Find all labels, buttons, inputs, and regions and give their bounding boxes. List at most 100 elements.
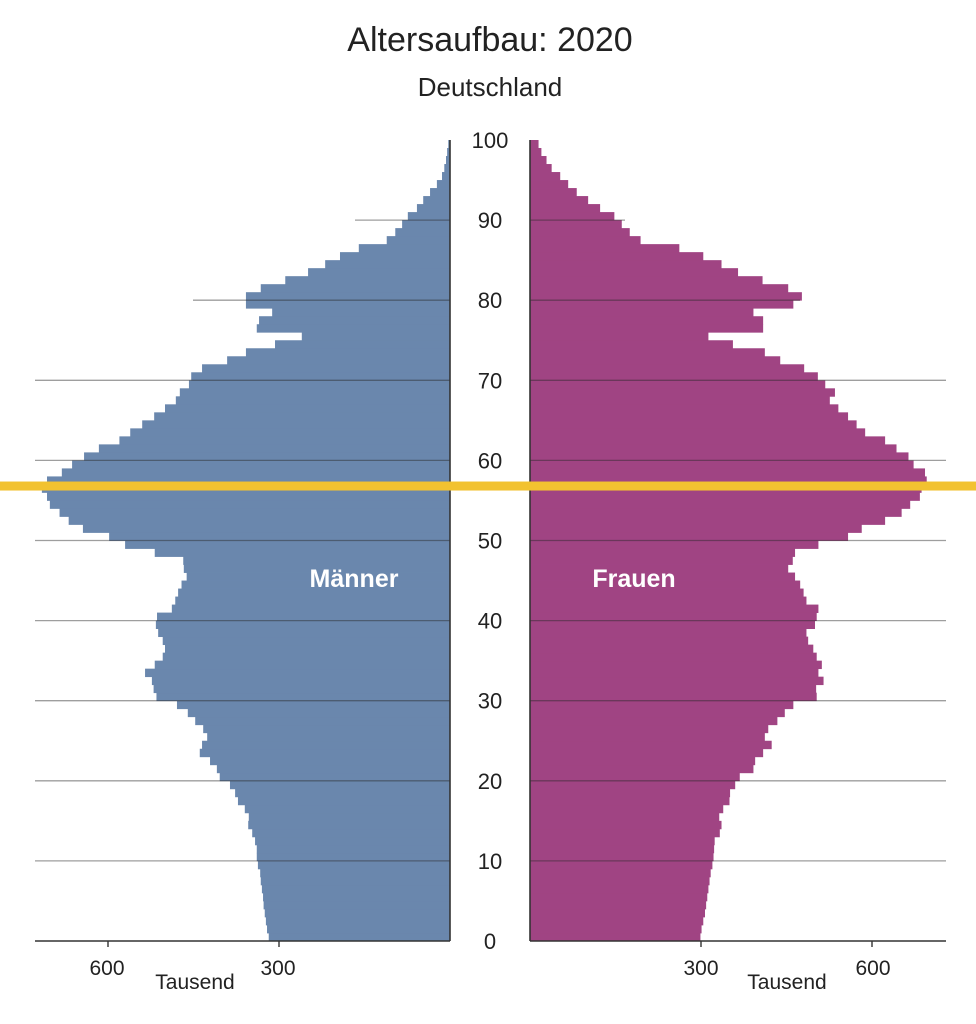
- age-tick-0: 0: [484, 929, 496, 954]
- bar-women-age-86: [530, 244, 680, 253]
- age-tick-50: 50: [478, 529, 502, 554]
- age-tick-20: 20: [478, 769, 502, 794]
- bar-women-age-17: [530, 796, 730, 806]
- bar-men-age-91: [416, 204, 450, 213]
- bar-men-age-90: [407, 212, 450, 221]
- bar-women-age-16: [530, 804, 724, 814]
- bar-men-age-14: [248, 820, 450, 830]
- bar-men-age-49: [125, 540, 450, 549]
- bar-men-age-41: [171, 604, 450, 613]
- bar-women-age-82: [530, 276, 763, 285]
- bar-women-age-3: [530, 908, 705, 918]
- bar-women-age-73: [530, 348, 765, 357]
- bar-men-age-94: [436, 180, 450, 189]
- bar-women-age-47: [530, 556, 793, 565]
- bar-men-age-19: [229, 780, 450, 790]
- bar-men-age-22: [210, 756, 450, 766]
- bar-men-age-57: [47, 476, 450, 485]
- bar-women-age-7: [530, 876, 710, 886]
- bar-men-age-77: [259, 316, 450, 325]
- bar-men-age-9: [257, 860, 450, 870]
- bar-men-age-23: [199, 748, 450, 758]
- bar-men-age-64: [142, 420, 450, 429]
- bar-women-age-74: [530, 340, 733, 349]
- bar-women-age-61: [530, 444, 897, 453]
- bar-women-age-9: [530, 860, 713, 870]
- bar-men-age-65: [154, 412, 451, 421]
- bar-women-age-83: [530, 268, 739, 277]
- bar-men-age-2: [265, 916, 450, 926]
- bar-women-age-12: [530, 836, 715, 846]
- bar-men-age-27: [195, 716, 450, 726]
- bar-men-age-60: [84, 452, 450, 461]
- bar-women-age-91: [530, 204, 601, 213]
- bar-men-age-17: [237, 796, 450, 806]
- age-tick-labels: 0 10 20 30 40 50 60 70 80 90 100: [472, 128, 509, 954]
- bar-women-age-24: [530, 740, 772, 750]
- bar-women-age-75: [530, 332, 709, 341]
- bar-men-age-62: [119, 436, 451, 445]
- bar-men-age-18: [235, 788, 450, 798]
- bar-women-age-28: [530, 708, 785, 718]
- bar-women-age-53: [530, 508, 902, 517]
- bar-men-age-20: [219, 772, 450, 782]
- male-bars: [41, 140, 451, 942]
- bar-men-age-46: [183, 564, 450, 573]
- bar-women-age-30: [530, 692, 817, 702]
- x-tick-left-600: 600: [89, 957, 124, 980]
- bar-men-age-58: [61, 468, 450, 477]
- bar-men-age-93: [430, 188, 450, 197]
- bar-women-age-20: [530, 772, 740, 782]
- bar-women-age-22: [530, 756, 756, 766]
- bar-men-age-84: [325, 260, 450, 269]
- bar-women-age-46: [530, 564, 789, 573]
- age-tick-60: 60: [478, 448, 502, 473]
- bar-women-age-69: [530, 380, 826, 389]
- bar-men-age-70: [191, 372, 450, 381]
- bar-women-age-27: [530, 716, 778, 726]
- bar-women-age-50: [530, 532, 849, 541]
- bar-women-age-2: [530, 916, 704, 926]
- bar-men-age-80: [245, 292, 450, 301]
- bar-women-age-99: [530, 140, 539, 149]
- bar-men-age-44: [181, 580, 450, 589]
- bar-men-age-6: [261, 884, 450, 894]
- bar-women-age-42: [530, 596, 807, 605]
- bar-men-age-3: [264, 908, 450, 918]
- bar-men-age-76: [256, 324, 450, 333]
- bar-women-age-48: [530, 548, 796, 557]
- bar-women-age-10: [530, 852, 714, 862]
- gridlines-overlay: [35, 219, 946, 862]
- bar-men-age-16: [244, 804, 450, 814]
- bar-men-age-98: [447, 148, 450, 157]
- bar-women-age-52: [530, 516, 886, 525]
- bar-men-age-43: [178, 588, 451, 597]
- bar-men-age-0: [268, 932, 450, 942]
- bar-men-age-50: [109, 532, 450, 541]
- bar-men-age-75: [301, 332, 450, 341]
- bar-women-age-33: [530, 668, 819, 678]
- bar-men-age-4: [263, 900, 450, 910]
- bar-men-age-45: [186, 572, 450, 581]
- bar-women-age-59: [530, 460, 914, 469]
- bar-women-age-35: [530, 652, 817, 662]
- bar-women-age-77: [530, 316, 764, 325]
- x-tick-right-300: 300: [683, 957, 718, 980]
- bar-women-age-55: [530, 492, 920, 501]
- bar-women-age-43: [530, 588, 804, 597]
- bar-men-age-1: [267, 924, 450, 934]
- bar-men-age-79: [245, 300, 450, 309]
- bar-women-age-71: [530, 364, 805, 373]
- bar-women-age-29: [530, 700, 794, 710]
- bar-men-age-28: [187, 708, 451, 718]
- bar-men-age-36: [165, 644, 450, 654]
- bar-women-age-95: [530, 172, 561, 181]
- bar-women-age-26: [530, 724, 769, 734]
- age-tick-10: 10: [478, 849, 502, 874]
- bar-women-age-68: [530, 388, 835, 397]
- bar-men-age-24: [202, 740, 450, 750]
- bar-men-age-26: [203, 724, 450, 734]
- axes: [35, 140, 946, 947]
- bar-men-age-72: [227, 356, 450, 365]
- x-tick-left-300: 300: [260, 957, 295, 980]
